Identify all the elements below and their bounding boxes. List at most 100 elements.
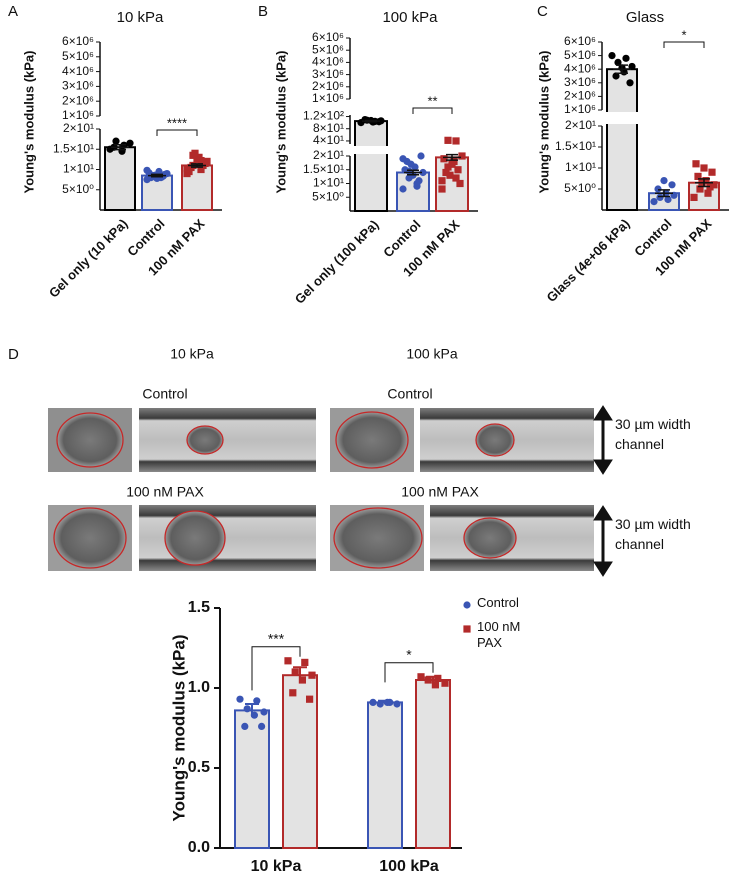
y-tick-label: 1.5×10¹ (555, 139, 596, 153)
panel-label: B (258, 3, 268, 20)
data-point (369, 698, 377, 707)
data-point (452, 137, 460, 145)
y-tick-label: 1.0 (188, 679, 210, 696)
data-point (434, 674, 442, 682)
error-bar (404, 169, 422, 176)
bar (104, 146, 136, 212)
data-point (448, 160, 456, 168)
data-point (438, 185, 446, 193)
panel-label: A (8, 3, 18, 20)
image (139, 408, 316, 472)
data-point (399, 155, 407, 163)
data-point (407, 160, 415, 168)
data-point (446, 171, 454, 179)
data-point (197, 165, 205, 174)
y-tick-label: 5×10⁰ (62, 182, 94, 196)
data-point (112, 137, 120, 145)
data-point (417, 152, 425, 160)
cell (53, 507, 127, 569)
data-point (415, 177, 423, 185)
significance-label: **** (167, 115, 187, 130)
data-point (654, 185, 662, 193)
y-tick-label: 1.2×10² (303, 109, 344, 123)
data-point (454, 166, 462, 174)
data-point (628, 62, 636, 71)
data-point (614, 58, 622, 66)
data-point (417, 673, 425, 681)
arrow-head (593, 405, 613, 421)
column-label: 10 kPa (170, 346, 214, 362)
bar (234, 709, 270, 850)
data-point (306, 695, 314, 703)
panel-label: D (8, 346, 19, 363)
cell (56, 412, 124, 468)
data-point (702, 177, 710, 185)
row-label: 100 nM PAX (126, 484, 204, 500)
data-point (143, 166, 151, 174)
data-point (690, 193, 698, 201)
data-point (626, 79, 634, 87)
y-tick-label: 3×10⁶ (62, 79, 94, 93)
micrographs (48, 408, 594, 571)
error-bar (111, 144, 129, 151)
cell (164, 510, 226, 566)
data-point (308, 671, 316, 679)
y-tick-label: 1×10⁶ (62, 108, 94, 122)
x-tick-label: Gel only (10 kPa) (46, 216, 131, 301)
axis-break (603, 112, 730, 124)
data-point (197, 156, 205, 165)
error-bar (613, 64, 631, 75)
data-point (704, 189, 712, 197)
row-label: 100 nM PAX (401, 484, 479, 500)
data-point (708, 168, 716, 176)
error-bar (293, 666, 307, 684)
y-tick-label: 1×10⁶ (312, 91, 344, 105)
error-bar (443, 153, 461, 161)
data-point (260, 708, 268, 716)
arrow-head (593, 459, 613, 475)
y-tick-label: 6×10⁶ (312, 30, 344, 44)
cell (475, 423, 515, 457)
y-tick-label: 1.5×10¹ (303, 162, 344, 176)
y-tick-label: 1×10¹ (63, 162, 94, 176)
y-tick-label: 6×10⁶ (62, 34, 94, 48)
legend-marker (463, 625, 471, 633)
y-tick-label: 5×10⁶ (62, 49, 94, 63)
data-point (664, 195, 672, 204)
data-point (405, 167, 413, 175)
data-point (440, 155, 448, 163)
data-point (291, 668, 299, 676)
bar (415, 679, 451, 849)
cell (335, 411, 409, 469)
data-point (424, 676, 432, 684)
data-point (419, 168, 427, 177)
y-tick-label: 4×10¹ (313, 133, 344, 147)
bar (606, 68, 638, 211)
x-tick-label: Glass (4e+06 kPa) (543, 216, 632, 305)
x-tick-label: 100 kPa (379, 858, 439, 875)
data-point (258, 722, 266, 731)
y-tick-label: 1×10¹ (313, 176, 344, 190)
y-tick-label: 2×10⁶ (312, 79, 344, 93)
y-tick-label: 0.0 (188, 839, 210, 856)
data-point (668, 181, 676, 189)
data-point (236, 695, 244, 703)
data-point (241, 722, 249, 731)
data-point (442, 168, 450, 177)
bar (396, 171, 430, 212)
y-tick-label: 6×10⁶ (564, 34, 596, 48)
y-tick-label: 2×10¹ (63, 121, 94, 135)
chart-title: Glass (626, 9, 664, 26)
y-axis-label: Young's modulus (kPa) (169, 635, 188, 822)
channel-label: 30 µm width channel (615, 416, 691, 452)
data-point (444, 163, 452, 171)
channel-label: 30 µm width channel (615, 516, 691, 552)
y-tick-label: 1×10⁶ (564, 102, 596, 116)
y-axis-label: Young's modulus (kPa) (21, 51, 36, 194)
cell (463, 517, 517, 559)
y-tick-label: 5×10⁰ (564, 181, 596, 195)
significance-label: * (681, 27, 686, 42)
arrow-head (593, 505, 613, 521)
